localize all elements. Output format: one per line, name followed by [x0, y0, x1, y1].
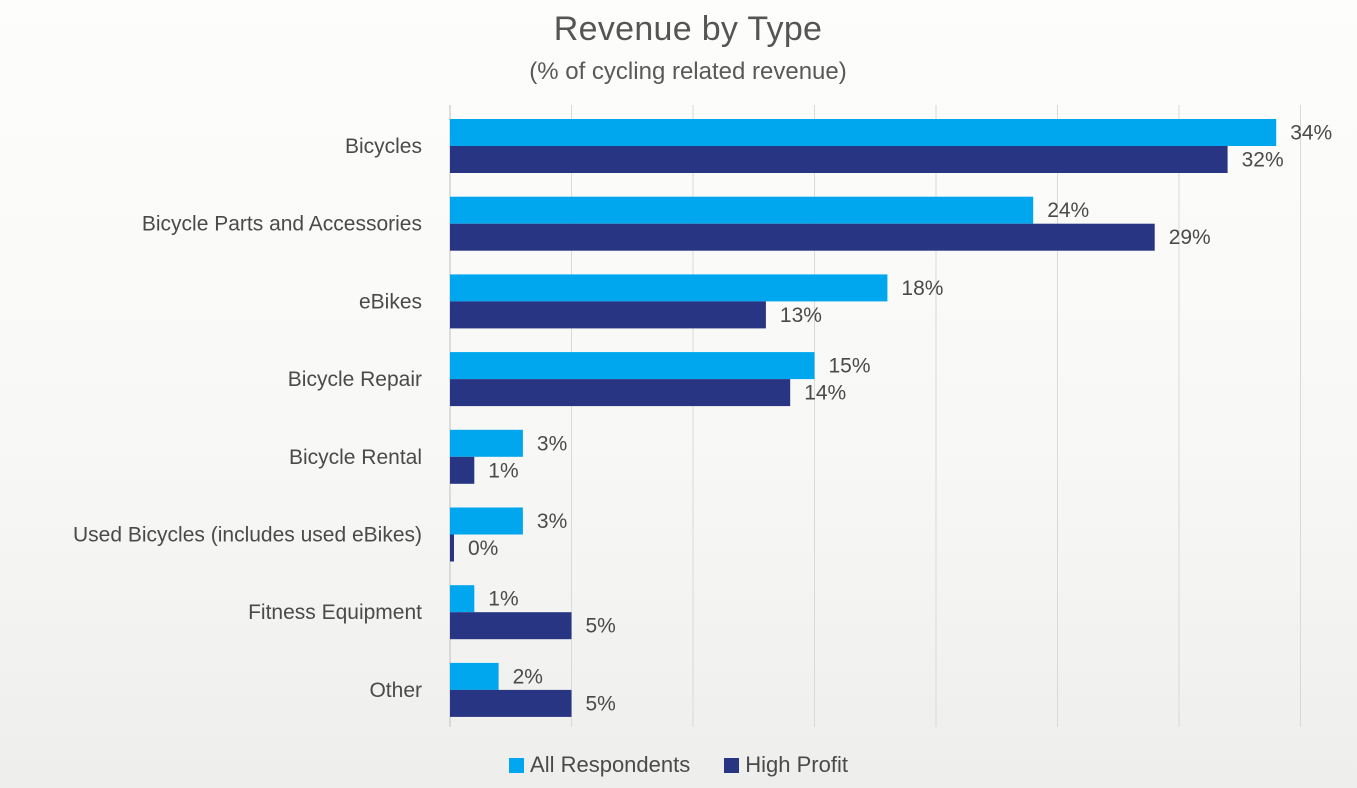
data-label: 1% — [488, 459, 518, 482]
data-label: 13% — [780, 304, 822, 327]
bar-high-profit[interactable] — [450, 379, 791, 407]
data-label: 0% — [468, 537, 498, 560]
category-label: Bicycles — [345, 135, 422, 158]
bar-all-respondents[interactable] — [450, 585, 475, 613]
data-label: 1% — [488, 588, 518, 611]
bar-high-profit[interactable] — [450, 223, 1155, 251]
category-label: Bicycle Repair — [288, 368, 422, 391]
labels: Bicycles 34% 32% Bicycle Parts and Accessor… — [73, 122, 1332, 716]
data-label: 3% — [537, 432, 567, 455]
legend-label-all-respondents: All Respondents — [530, 752, 691, 777]
data-label: 5% — [586, 615, 616, 638]
data-label: 15% — [829, 355, 871, 378]
category-label: Bicycle Rental — [289, 446, 422, 469]
data-label: 34% — [1290, 122, 1332, 145]
bar-high-profit[interactable] — [450, 146, 1228, 173]
bar-high-profit[interactable] — [450, 534, 454, 562]
data-label: 24% — [1047, 199, 1089, 222]
data-label: 29% — [1169, 226, 1211, 249]
data-label: 14% — [804, 382, 846, 405]
category-label: Bicycle Parts and Accessories — [142, 213, 422, 236]
data-label: 18% — [901, 277, 943, 300]
data-label: 2% — [513, 665, 543, 688]
bar-all-respondents[interactable] — [450, 274, 888, 302]
bar-all-respondents[interactable] — [450, 507, 523, 535]
bar-high-profit[interactable] — [450, 301, 766, 329]
chart-subtitle: (% of cycling related revenue) — [529, 58, 847, 85]
legend-swatch-high-profit — [724, 757, 740, 773]
category-label: Used Bicycles (includes used eBikes) — [73, 524, 422, 547]
category-label: Fitness Equipment — [248, 601, 422, 624]
category-label: eBikes — [359, 290, 422, 313]
bar-all-respondents[interactable] — [450, 352, 815, 380]
bar-all-respondents[interactable] — [450, 662, 499, 690]
bars — [450, 119, 1277, 717]
legend-item-high-profit[interactable]: High Profit — [724, 752, 848, 778]
data-label: 5% — [586, 692, 616, 715]
bar-high-profit[interactable] — [450, 612, 572, 640]
bar-all-respondents[interactable] — [450, 196, 1034, 224]
chart-title: Revenue by Type — [553, 10, 823, 48]
legend-label-high-profit: High Profit — [745, 752, 848, 777]
legend: All Respondents High Profit — [0, 752, 1357, 778]
data-label: 3% — [537, 510, 567, 533]
legend-item-all-respondents[interactable]: All Respondents — [509, 752, 690, 778]
bar-all-respondents[interactable] — [450, 119, 1277, 146]
bar-high-profit[interactable] — [450, 456, 475, 484]
category-label: Other — [369, 679, 422, 702]
legend-swatch-all-respondents — [509, 757, 525, 773]
bar-high-profit[interactable] — [450, 689, 572, 717]
data-label: 32% — [1242, 149, 1284, 172]
bar-all-respondents[interactable] — [450, 429, 523, 457]
